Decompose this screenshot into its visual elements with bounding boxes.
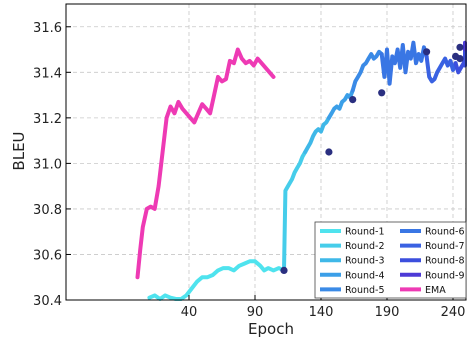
legend-label: Round-2 — [345, 241, 385, 252]
series-line-round-2 — [282, 150, 308, 273]
round-marker — [423, 48, 431, 56]
round-marker — [456, 43, 464, 51]
round-markers — [280, 43, 464, 274]
round-marker — [456, 55, 464, 63]
y-tick-label: 30.6 — [33, 248, 62, 263]
series-line-round-6 — [379, 40, 429, 86]
round-marker — [349, 96, 357, 104]
y-tick-label: 31.2 — [33, 112, 62, 127]
legend-label: Round-3 — [345, 256, 385, 267]
x-tick-label: 240 — [441, 305, 466, 320]
round-marker — [325, 148, 333, 156]
y-tick-label: 31.4 — [33, 66, 62, 81]
y-tick-label: 31.6 — [33, 21, 62, 36]
series-line-round-5 — [350, 49, 384, 93]
legend-label: Round-7 — [425, 241, 465, 252]
series-lines — [135, 40, 467, 301]
x-tick-label: 40 — [181, 305, 198, 320]
legend-label: Round-5 — [345, 285, 385, 296]
series-line-round-4 — [326, 88, 355, 120]
series-line-round-1 — [147, 259, 286, 301]
x-axis-title: Epoch — [248, 320, 294, 338]
series-line-ema — [135, 47, 276, 280]
legend-label: Round-4 — [345, 270, 385, 281]
y-axis-title: BLEU — [10, 131, 28, 170]
legend: Round-1 Round-2 Round-3 Round-4 Round-5 Round… — [314, 221, 467, 299]
y-tick-label: 31.0 — [33, 157, 62, 172]
round-marker — [280, 266, 288, 274]
x-tick-label: 190 — [375, 305, 400, 320]
x-tick-label: 140 — [309, 305, 334, 320]
plot-frame — [65, 3, 467, 301]
series-line-round-8 — [453, 45, 467, 75]
series-line-round-7 — [424, 54, 458, 84]
legend-label: Round-1 — [345, 227, 385, 238]
legend-label: Round-9 — [425, 270, 465, 281]
series-line-round-3 — [303, 115, 331, 154]
axis-ticks: 30.4 30.6 30.8 31.0 31.2 31.4 31.6 40 90 140 190 24… — [33, 21, 465, 320]
y-tick-label: 30.4 — [33, 294, 62, 309]
legend-label: EMA — [425, 285, 446, 296]
y-tick-label: 30.8 — [33, 203, 62, 218]
round-marker — [378, 89, 386, 97]
legend-label: Round-8 — [425, 256, 465, 267]
legend-label: Round-6 — [425, 227, 465, 238]
x-tick-label: 90 — [247, 305, 264, 320]
